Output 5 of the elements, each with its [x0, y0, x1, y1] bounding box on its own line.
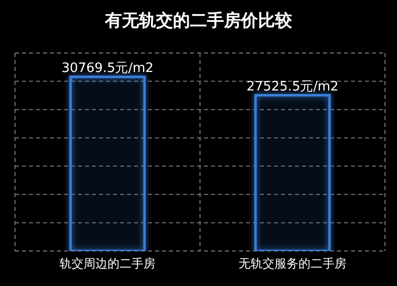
chart-title: 有无轨交的二手房价比较 [104, 10, 293, 32]
x-tick-label: 轨交周边的二手房 [60, 256, 156, 271]
data-label: 30769.5元/m2 [61, 60, 154, 76]
data-label: 27525.5元/m2 [246, 79, 339, 94]
x-tick-label: 无轨交服务的二手房 [238, 256, 346, 271]
